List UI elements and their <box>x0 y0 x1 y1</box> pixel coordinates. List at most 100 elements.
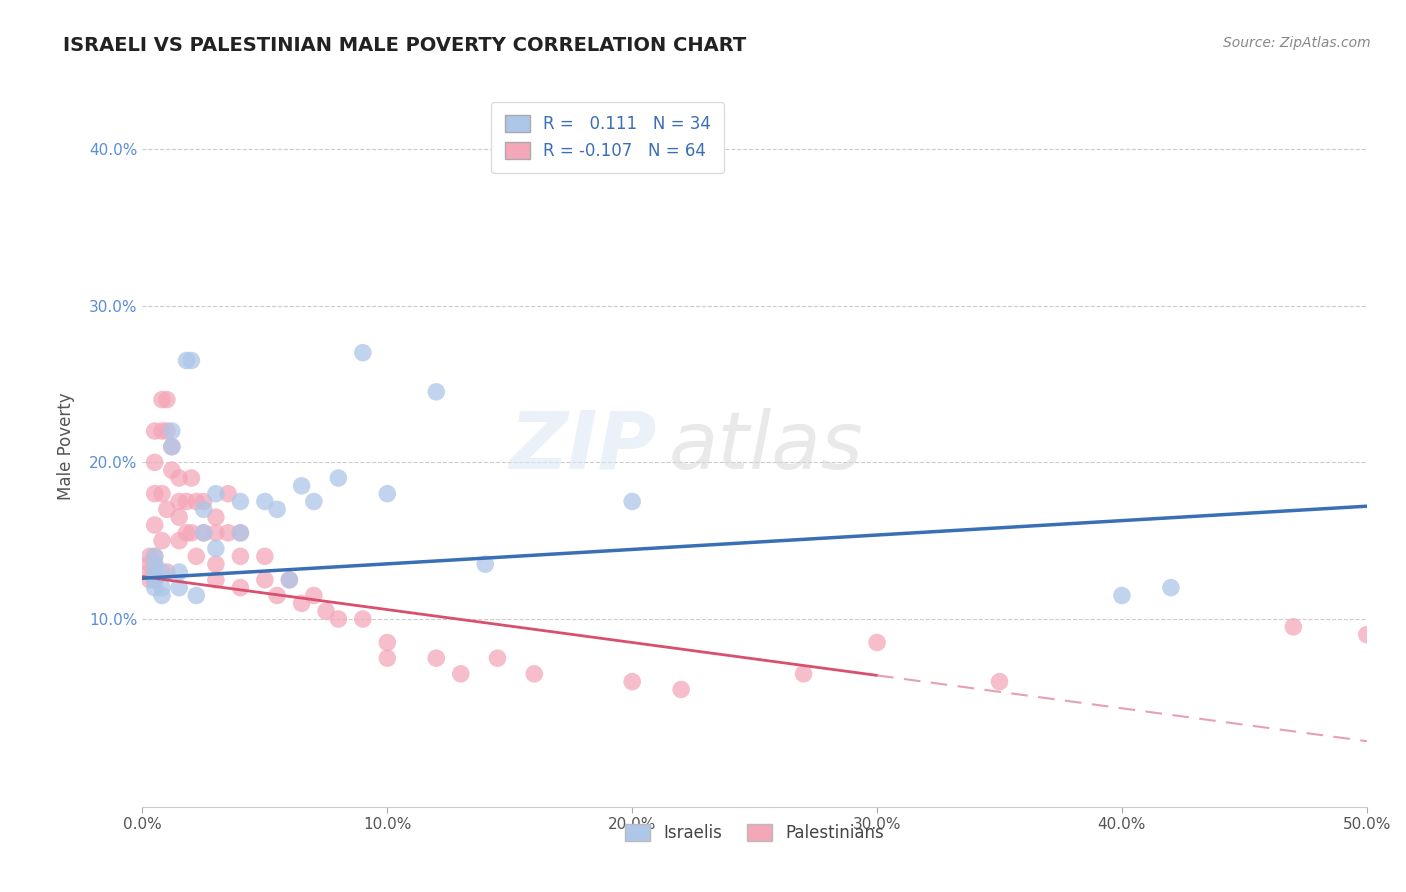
Point <box>253 573 276 587</box>
Point <box>1355 628 1378 642</box>
Point <box>1282 620 1305 634</box>
Point <box>156 392 179 407</box>
Legend: R =   0.111   N = 34, R = -0.107   N = 64: R = 0.111 N = 34, R = -0.107 N = 64 <box>491 102 724 173</box>
Point <box>315 604 337 618</box>
Point <box>186 494 208 508</box>
Point <box>375 635 398 649</box>
Point <box>150 565 173 579</box>
Point <box>143 581 166 595</box>
Point <box>474 557 496 571</box>
Point <box>167 533 190 548</box>
Point <box>866 635 889 649</box>
Point <box>217 525 239 540</box>
Point <box>180 525 202 540</box>
Point <box>302 589 325 603</box>
Point <box>167 494 190 508</box>
Point <box>186 549 208 564</box>
Point <box>193 525 215 540</box>
Point <box>205 541 228 556</box>
Point <box>229 525 252 540</box>
Point <box>143 557 166 571</box>
Point <box>139 557 162 571</box>
Point <box>150 533 173 548</box>
Point <box>167 471 190 485</box>
Point <box>425 651 447 665</box>
Point <box>193 502 215 516</box>
Point <box>143 424 166 438</box>
Point <box>139 549 162 564</box>
Point <box>180 471 202 485</box>
Point <box>205 525 228 540</box>
Point <box>139 573 162 587</box>
Point <box>160 424 183 438</box>
Point <box>621 494 644 508</box>
Point <box>143 455 166 469</box>
Point <box>160 463 183 477</box>
Point <box>425 384 447 399</box>
Point <box>266 502 288 516</box>
Point <box>205 486 228 500</box>
Point <box>139 565 162 579</box>
Point <box>1160 581 1182 595</box>
Point <box>229 525 252 540</box>
Point <box>229 549 252 564</box>
Point <box>143 557 166 571</box>
Point <box>180 353 202 368</box>
Point <box>150 589 173 603</box>
Point <box>167 565 190 579</box>
Point <box>253 494 276 508</box>
Point <box>160 440 183 454</box>
Point <box>205 510 228 524</box>
Point <box>143 573 166 587</box>
Point <box>217 486 239 500</box>
Point <box>375 651 398 665</box>
Point <box>205 557 228 571</box>
Point <box>486 651 509 665</box>
Point <box>669 682 692 697</box>
Point <box>176 525 198 540</box>
Point <box>266 589 288 603</box>
Point <box>150 424 173 438</box>
Text: Source: ZipAtlas.com: Source: ZipAtlas.com <box>1223 36 1371 50</box>
Point <box>793 666 815 681</box>
Point <box>291 596 314 610</box>
Point <box>156 502 179 516</box>
Point <box>143 549 166 564</box>
Point <box>450 666 472 681</box>
Point <box>193 525 215 540</box>
Point <box>523 666 546 681</box>
Point <box>193 494 215 508</box>
Point <box>302 494 325 508</box>
Text: ZIP: ZIP <box>509 408 657 485</box>
Point <box>229 581 252 595</box>
Point <box>352 345 374 359</box>
Point <box>143 518 166 533</box>
Point <box>278 573 301 587</box>
Point <box>156 424 179 438</box>
Point <box>988 674 1011 689</box>
Point <box>352 612 374 626</box>
Point <box>205 573 228 587</box>
Point <box>291 479 314 493</box>
Y-axis label: Male Poverty: Male Poverty <box>58 392 75 500</box>
Point <box>143 549 166 564</box>
Point <box>186 589 208 603</box>
Point <box>1111 589 1133 603</box>
Point <box>143 573 166 587</box>
Point <box>176 494 198 508</box>
Point <box>143 565 166 579</box>
Point <box>156 565 179 579</box>
Point <box>328 612 350 626</box>
Point <box>253 549 276 564</box>
Point <box>375 486 398 500</box>
Point <box>621 674 644 689</box>
Point <box>167 510 190 524</box>
Point <box>229 494 252 508</box>
Point <box>176 353 198 368</box>
Point <box>150 392 173 407</box>
Point <box>160 440 183 454</box>
Point <box>143 486 166 500</box>
Text: ISRAELI VS PALESTINIAN MALE POVERTY CORRELATION CHART: ISRAELI VS PALESTINIAN MALE POVERTY CORR… <box>63 36 747 54</box>
Point <box>167 581 190 595</box>
Point <box>328 471 350 485</box>
